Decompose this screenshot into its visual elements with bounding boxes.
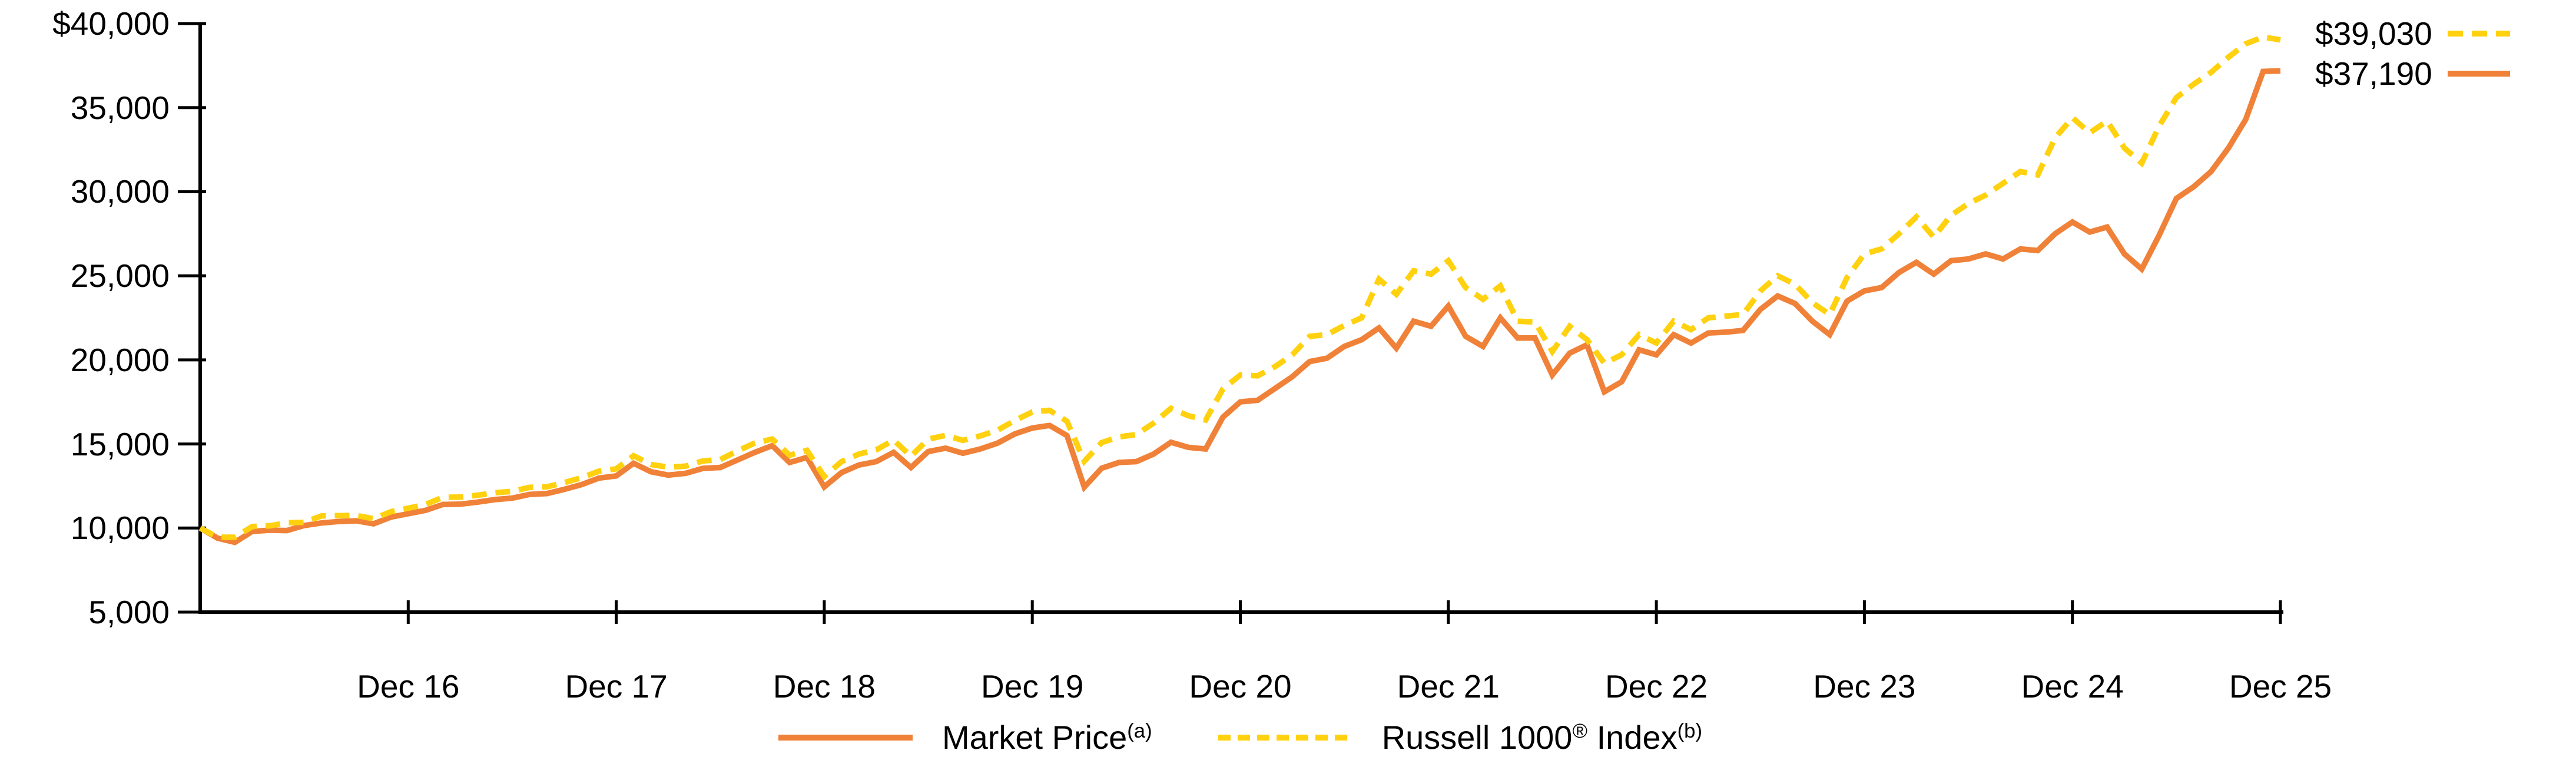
- russell-legend-text2: Index: [1587, 719, 1677, 756]
- registered-trademark-icon: ®: [1572, 719, 1588, 742]
- y-axis-tick-label: 30,000: [70, 173, 170, 210]
- market-end-label-row: $37,190: [2315, 57, 2510, 90]
- russell-legend-text: Russell 1000: [1381, 719, 1573, 756]
- russell-end-label-row: $39,030: [2315, 17, 2510, 50]
- x-axis-tick-label: Dec 22: [1604, 668, 1708, 705]
- y-axis-tick-label: 5,000: [88, 594, 170, 630]
- axis-lines: [198, 24, 2283, 614]
- market-end-value: $37,190: [2315, 55, 2432, 92]
- market-price-legend-swatch-icon: [778, 735, 913, 741]
- russell-end-value: $39,030: [2315, 15, 2432, 52]
- x-axis-tick-label: Dec 16: [357, 668, 460, 705]
- market-price-legend-label: Market Price(a): [942, 721, 1152, 754]
- x-axis-tick-label: Dec 24: [2021, 668, 2124, 705]
- y-axis-tick-label: 15,000: [70, 425, 170, 462]
- y-axis-tick-label: $40,000: [52, 5, 170, 42]
- x-axis-tick-label: Dec 18: [773, 668, 876, 705]
- market-price-legend-text: Market Price: [941, 719, 1128, 756]
- y-axis-tick-label: 20,000: [70, 341, 170, 378]
- russell-dashed-line-icon: [2447, 31, 2510, 37]
- x-axis-tick-label: Dec 21: [1397, 668, 1500, 705]
- x-axis-tick-label: Dec 23: [1813, 668, 1916, 705]
- market-solid-line-icon: [2447, 71, 2510, 77]
- russell-1000-index-line: [198, 34, 2281, 540]
- russell-legend-swatch-icon: [1218, 735, 1352, 741]
- russell-legend-label: Russell 1000® Index(b): [1382, 721, 1702, 754]
- x-axis-tick-label: Dec 20: [1189, 668, 1292, 705]
- y-axis-tick-label: 35,000: [70, 89, 170, 126]
- x-axis-tick-label: Dec 25: [2229, 668, 2332, 705]
- russell-footnote-b: (b): [1677, 719, 1703, 742]
- market-footnote-a: (a): [1127, 719, 1152, 742]
- chart-legend: Market Price(a) Russell 1000® Index(b): [200, 716, 2280, 759]
- x-axis-tick-label: Dec 19: [981, 668, 1084, 705]
- y-axis-tick-label: 25,000: [70, 257, 170, 295]
- market-price-line: [198, 68, 2281, 546]
- y-axis-tick-label: 10,000: [70, 510, 170, 547]
- x-axis-tick-label: Dec 17: [565, 668, 668, 705]
